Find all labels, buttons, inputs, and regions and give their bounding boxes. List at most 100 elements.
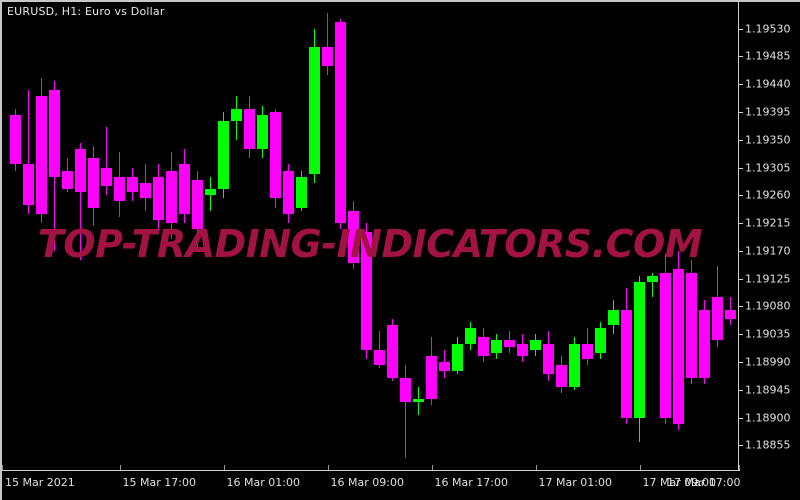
time-tick	[327, 465, 329, 470]
candle-body	[699, 309, 710, 378]
price-tick-label: 1.19350	[745, 133, 791, 147]
price-tick	[739, 28, 743, 30]
price-tick-label: 1.19440	[745, 77, 791, 91]
price-tick-label: 1.19305	[745, 161, 791, 174]
candle-wick	[379, 331, 380, 369]
candle-body	[530, 340, 541, 350]
candle-body	[322, 47, 333, 66]
candle-body	[647, 275, 658, 282]
time-tick-label: 17 Mar 01:00	[538, 476, 612, 489]
price-tick	[739, 250, 743, 252]
candle-body	[621, 309, 632, 418]
candle-body	[179, 164, 190, 214]
candle-wick	[106, 127, 107, 196]
candle-body	[686, 272, 697, 378]
candle-body	[75, 148, 86, 193]
candle-body	[88, 158, 99, 208]
candle-wick	[652, 272, 653, 298]
price-tick	[739, 306, 743, 308]
candle-body	[660, 272, 671, 418]
candle-wick	[80, 142, 81, 261]
time-axis-line	[0, 470, 740, 471]
time-axis[interactable]: 15 Mar 2021 15 Mar 17:00 16 Mar 01:00 16 Ma…	[0, 465, 800, 500]
candle-body	[283, 170, 294, 214]
time-tick-label: 16 Mar 17:00	[434, 476, 508, 489]
candle-body	[387, 325, 398, 378]
time-tick	[2, 465, 3, 470]
price-tick	[739, 278, 743, 280]
candle-body	[712, 297, 723, 341]
price-tick-label: 1.19125	[745, 272, 791, 286]
candle-body	[296, 176, 307, 208]
candle-body	[348, 210, 359, 264]
price-tick-label: 1.18900	[745, 411, 791, 425]
candle-body	[725, 309, 736, 319]
price-tick-label: 1.18990	[745, 355, 791, 369]
candle-body	[491, 340, 502, 353]
candle-body	[569, 343, 580, 387]
candle-body	[36, 96, 47, 214]
candle-body	[10, 115, 21, 165]
time-tick	[739, 465, 740, 470]
price-tick-label: 1.19170	[745, 244, 791, 258]
candle-body	[244, 108, 255, 149]
price-tick-label: 1.19035	[745, 327, 791, 341]
price-tick	[739, 111, 743, 113]
price-tick	[739, 167, 743, 169]
candle-body	[517, 343, 528, 356]
price-tick	[739, 334, 743, 336]
candle-body	[153, 176, 164, 220]
price-tick-label: 1.19260	[745, 188, 791, 202]
price-tick-label: 1.19485	[745, 49, 791, 63]
price-axis[interactable]: 1.19530 1.19485 1.19440 1.19395 1.19350 1.193…	[738, 0, 800, 470]
price-tick-label: 1.19395	[745, 105, 791, 119]
candle-body	[205, 189, 216, 196]
candle-body	[101, 167, 112, 187]
candle-body	[634, 281, 645, 418]
candle-body	[231, 108, 242, 122]
candle-body	[673, 269, 684, 424]
price-tick	[739, 417, 743, 419]
time-tick-label: 15 Mar 17:00	[122, 476, 196, 489]
candle-body	[595, 328, 606, 353]
candle-body	[452, 343, 463, 372]
candle-body	[309, 47, 320, 174]
candle-body	[465, 328, 476, 344]
time-tick-label: 15 Mar 2021	[5, 476, 75, 489]
candle-wick	[405, 365, 406, 458]
candle-body	[504, 340, 515, 347]
candle-body	[608, 309, 619, 326]
time-tick	[223, 465, 225, 470]
price-tick	[739, 362, 743, 364]
time-tick-label: 17 Mar 17:00	[667, 476, 741, 489]
candle-body	[543, 343, 554, 375]
candle-body	[374, 349, 385, 366]
chart-plot-area[interactable]	[2, 2, 738, 470]
price-tick-label: 1.18855	[745, 438, 791, 452]
time-tick	[431, 465, 433, 470]
time-tick-label: 16 Mar 09:00	[330, 476, 404, 489]
candle-body	[413, 399, 424, 403]
price-tick	[739, 139, 743, 141]
candle-body	[49, 90, 60, 177]
candle-body	[218, 121, 229, 190]
time-tick	[639, 465, 641, 470]
candle-wick	[28, 90, 29, 214]
page-title: EURUSD, H1: Euro vs Dollar	[7, 5, 165, 18]
candle-body	[400, 377, 411, 403]
candle-body	[192, 179, 203, 230]
price-tick	[739, 445, 743, 447]
candle-body	[257, 115, 268, 149]
candle-body	[478, 337, 489, 356]
price-tick-label: 1.19530	[745, 22, 791, 36]
time-tick-label: 17 Mar 09:00	[642, 476, 716, 489]
candle-body	[127, 176, 138, 193]
candle-body	[270, 111, 281, 199]
candle-body	[166, 170, 177, 224]
candle-body	[114, 176, 125, 202]
candle-wick	[327, 13, 328, 75]
price-tick	[739, 389, 743, 391]
price-tick-label: 1.19080	[745, 299, 791, 313]
time-tick	[535, 465, 537, 470]
